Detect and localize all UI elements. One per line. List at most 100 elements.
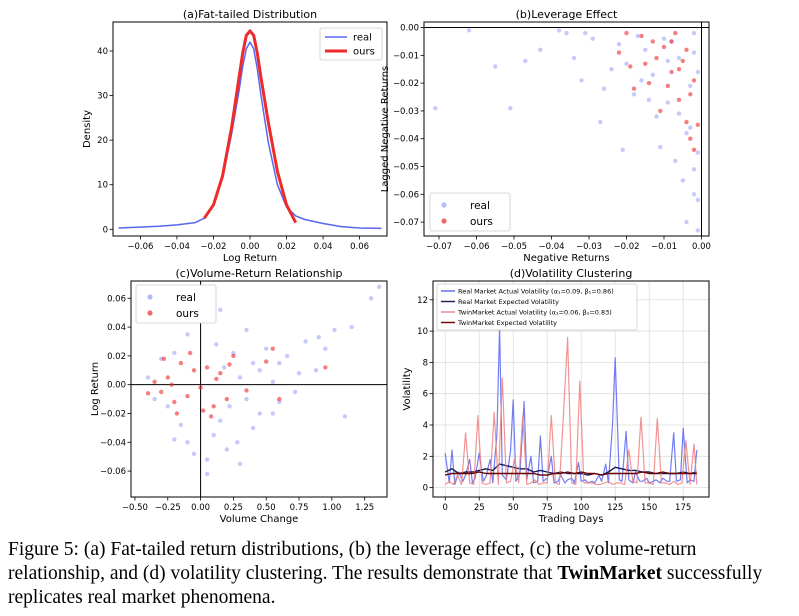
x-tick-label: 0.00 xyxy=(692,242,711,252)
x-tick-label: −0.02 xyxy=(613,242,639,252)
scatter-point-c-0 xyxy=(369,296,374,301)
scatter-point-b-1 xyxy=(639,33,644,39)
scatter-point-c-0 xyxy=(237,461,243,467)
y-tick-label: 20 xyxy=(97,136,108,146)
legend: real ours xyxy=(429,192,511,232)
scatter-point-b-1 xyxy=(624,30,629,36)
caption-bold: TwinMarket xyxy=(557,563,663,584)
x-tick-label: 0.50 xyxy=(257,503,276,513)
scatter-point-b-1 xyxy=(665,83,670,89)
scatter-point-b-0 xyxy=(571,55,577,61)
chart-d: 0 25 50 75 100 125 150 175 0 2 4 6 8 10 12 (d)Volatilit… xyxy=(402,267,710,525)
scatter-point-b-0 xyxy=(508,106,513,111)
chart-title: (d)Volatility Clustering xyxy=(510,267,633,280)
scatter-point-c-0 xyxy=(235,440,240,445)
scatter-point-b-0 xyxy=(684,219,689,225)
series-line-a-1 xyxy=(203,29,298,224)
y-tick-label: 0 xyxy=(423,484,428,494)
legend-label: TwinMarket Actual Volatility (α₁=0.06, β… xyxy=(457,309,612,317)
x-tick-label: −0.50 xyxy=(122,503,148,513)
x-tick-label: 0.25 xyxy=(224,503,243,513)
scatter-point-c-0 xyxy=(257,368,262,373)
scatter-point-c-1 xyxy=(198,385,203,390)
scatter-point-c-0 xyxy=(165,404,170,409)
scatter-point-c-0 xyxy=(222,365,227,370)
scatter-point-b-1 xyxy=(676,67,682,72)
y-tick-label: 10 xyxy=(97,181,108,191)
scatter-point-c-0 xyxy=(316,335,321,340)
x-tick-label: 0.06 xyxy=(350,242,369,252)
figure-caption: Figure 5: (a) Fat-tailed return distribu… xyxy=(8,538,794,610)
scatter-point-c-0 xyxy=(244,327,249,333)
scatter-point-c-1 xyxy=(323,365,328,370)
y-axis-label: Lagged Negative Returns xyxy=(380,66,391,193)
scatter-point-b-0 xyxy=(676,55,682,61)
scatter-point-c-1 xyxy=(161,356,166,361)
scatter-point-b-1 xyxy=(684,47,689,52)
x-tick-label: −0.03 xyxy=(576,242,602,252)
x-tick-label: −0.04 xyxy=(538,242,564,252)
scatter-point-c-0 xyxy=(178,422,184,428)
legend-swatch xyxy=(147,310,153,316)
scatter-point-c-0 xyxy=(303,339,308,344)
scatter-point-c-0 xyxy=(152,396,157,402)
x-tick-label: 1.25 xyxy=(355,503,374,513)
figure-canvas: −0.06 −0.04 −0.02 0.00 0.02 0.04 0.06010203040… xyxy=(82,8,711,525)
x-tick-label: 0 xyxy=(443,503,448,513)
scatter-point-c-0 xyxy=(145,375,151,380)
legend-label: real xyxy=(470,200,490,212)
legend-swatch xyxy=(441,202,447,208)
chart-title: (b)Leverage Effect xyxy=(516,8,618,21)
series-line-d-3 xyxy=(445,471,697,476)
scatter-point-b-1 xyxy=(669,69,674,75)
scatter-point-b-0 xyxy=(493,64,498,69)
chart-title: (a)Fat-tailed Distribution xyxy=(183,8,317,21)
scatter-point-c-0 xyxy=(349,324,354,330)
scatter-point-c-1 xyxy=(231,353,236,359)
scatter-point-c-1 xyxy=(208,414,214,419)
scatter-point-b-0 xyxy=(590,36,595,41)
y-tick-label: 6 xyxy=(423,390,428,400)
legend-box xyxy=(436,283,638,331)
scatter-point-b-0 xyxy=(665,100,670,105)
scatter-point-c-1 xyxy=(214,376,219,382)
caption-prefix: Figure 5: (a) Fat-tailed return distribu… xyxy=(8,539,697,584)
legend-box xyxy=(135,284,217,324)
scatter-point-b-1 xyxy=(650,39,655,44)
scatter-point-c-1 xyxy=(145,391,151,396)
scatter-point-c-1 xyxy=(191,368,197,373)
y-tick-label: 0.02 xyxy=(107,352,126,362)
x-tick-label: −0.01 xyxy=(651,242,677,252)
scatter-point-b-1 xyxy=(688,136,693,141)
y-axis-label: Density xyxy=(82,110,93,148)
scatter-point-c-0 xyxy=(204,457,210,462)
scatter-point-b-0 xyxy=(579,78,584,83)
y-tick-label: 40 xyxy=(97,47,108,57)
scatter-point-c-1 xyxy=(218,371,223,376)
x-tick-label: 0.00 xyxy=(191,503,210,513)
y-axis-label: Log Return xyxy=(90,362,101,416)
scatter-point-b-0 xyxy=(695,69,700,75)
scatter-point-c-0 xyxy=(244,396,249,402)
scatter-point-c-0 xyxy=(211,432,216,438)
x-tick-label: 0.02 xyxy=(277,242,296,252)
scatter-point-c-0 xyxy=(332,327,337,333)
legend-label: TwinMarket Expected Volatility xyxy=(457,319,557,327)
scatter-point-c-0 xyxy=(296,371,302,376)
scatter-point-b-0 xyxy=(646,97,652,103)
x-tick-label: 75 xyxy=(542,503,553,513)
x-tick-label: 25 xyxy=(474,503,485,513)
scatter-point-c-0 xyxy=(218,418,223,423)
scatter-point-b-1 xyxy=(691,147,697,152)
scatter-point-c-0 xyxy=(250,425,256,431)
scatter-point-c-1 xyxy=(264,359,269,364)
scatter-point-c-1 xyxy=(165,375,170,380)
y-tick-label: −0.06 xyxy=(393,190,419,200)
scatter-point-b-0 xyxy=(583,30,588,36)
scatter-point-b-1 xyxy=(673,30,678,36)
x-tick-label: −0.02 xyxy=(200,242,226,252)
scatter-point-b-0 xyxy=(556,28,562,33)
scatter-point-c-1 xyxy=(204,365,210,370)
scatter-point-c-1 xyxy=(227,362,232,367)
scatter-point-b-1 xyxy=(680,58,685,64)
